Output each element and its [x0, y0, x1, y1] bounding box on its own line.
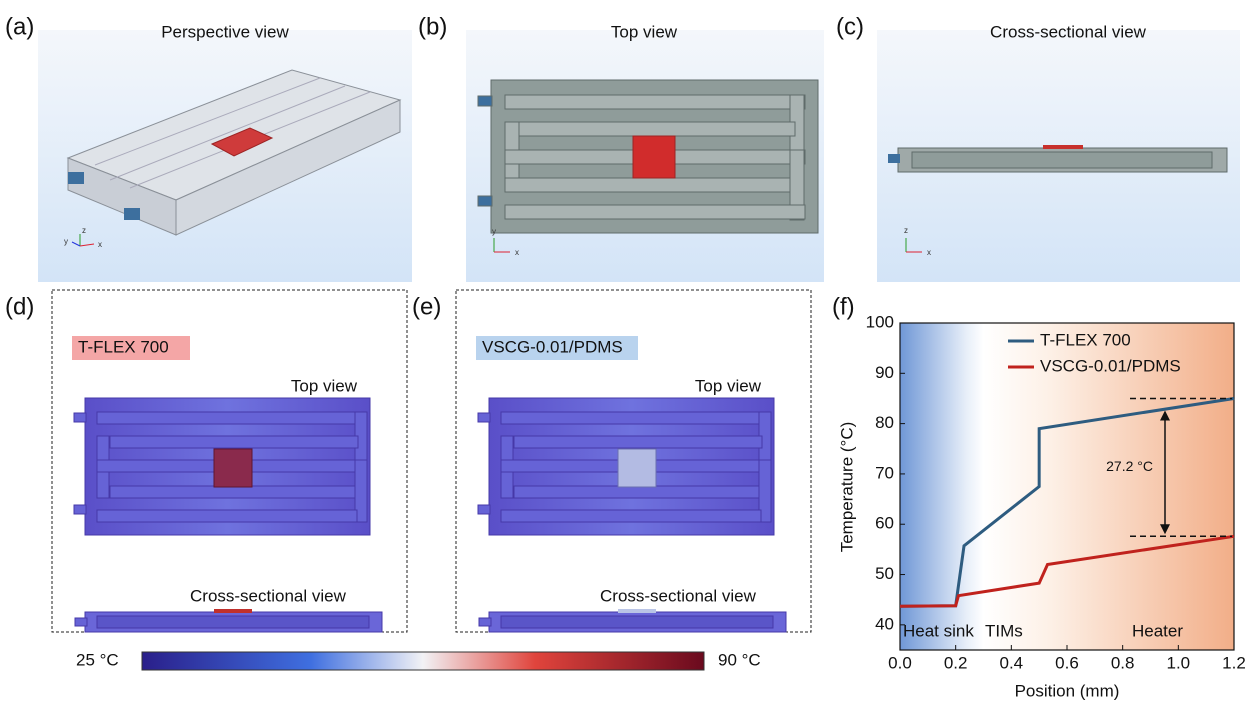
axis-letter: x [927, 248, 931, 257]
axis-letter: y [64, 237, 68, 246]
panel-title: Top view [611, 22, 678, 41]
region-label: Heat sink [903, 621, 974, 640]
axis-letter: z [82, 226, 86, 235]
sim-top [74, 398, 370, 535]
y-tick-label: 60 [875, 514, 894, 533]
x-tick-label: 0.0 [888, 653, 912, 672]
region-label: TIMs [985, 621, 1023, 640]
x-axis-label: Position (mm) [1015, 681, 1120, 700]
y-tick-label: 50 [875, 564, 894, 583]
tag: T-FLEX 700 [78, 337, 169, 356]
y-tick-label: 70 [875, 463, 894, 482]
panel-label: (a) [5, 13, 34, 40]
legend-label: T-FLEX 700 [1040, 330, 1131, 349]
panel-label: (d) [5, 293, 34, 320]
page: {"panels":[ {"label":"(a)","title":"Pers… [0, 0, 1258, 709]
axis-letter: z [904, 226, 908, 235]
x-tick-label: 0.2 [944, 653, 968, 672]
x-tick-label: 0.4 [1000, 653, 1024, 672]
sub-title: Cross-sectional view [600, 586, 757, 605]
axis-letter: y [492, 227, 496, 236]
x-tick-label: 0.8 [1111, 653, 1135, 672]
panel-label: (c) [836, 13, 864, 40]
axis-letter: x [98, 240, 102, 249]
y-axis-label: Temperature (°C) [837, 422, 856, 553]
annotation: 27.2 °C [1106, 458, 1153, 474]
x-tick-label: 1.0 [1167, 653, 1191, 672]
panel-label: (b) [418, 13, 447, 40]
device-top [478, 80, 818, 233]
figure: (a) Perspective view z x y (b) Top view … [0, 0, 1258, 704]
panel-label: (f) [832, 293, 855, 320]
sim-top [478, 398, 774, 535]
y-tick-label: 80 [875, 413, 894, 432]
x-tick-label: 0.6 [1055, 653, 1079, 672]
sim-cross [479, 609, 786, 632]
panel-title: Cross-sectional view [990, 22, 1147, 41]
region-label: Heater [1132, 621, 1183, 640]
legend-label: VSCG-0.01/PDMS [1040, 356, 1181, 375]
sub-title: Top view [695, 376, 762, 395]
y-tick-label: 90 [875, 363, 894, 382]
panel-title: Perspective view [161, 22, 289, 41]
colorbar-max: 90 °C [718, 650, 761, 669]
y-tick-label: 40 [875, 614, 894, 633]
y-tick-label: 100 [866, 312, 894, 331]
tag: VSCG-0.01/PDMS [482, 337, 623, 356]
sub-title: Cross-sectional view [190, 586, 347, 605]
colorbar [142, 652, 704, 670]
device-cross [888, 145, 1227, 172]
sub-title: Top view [291, 376, 358, 395]
x-tick-label: 1.2 [1222, 653, 1246, 672]
sim-cross [75, 609, 382, 632]
axis-letter: x [515, 248, 519, 257]
panel-label: (e) [412, 293, 441, 320]
colorbar-min: 25 °C [76, 650, 119, 669]
